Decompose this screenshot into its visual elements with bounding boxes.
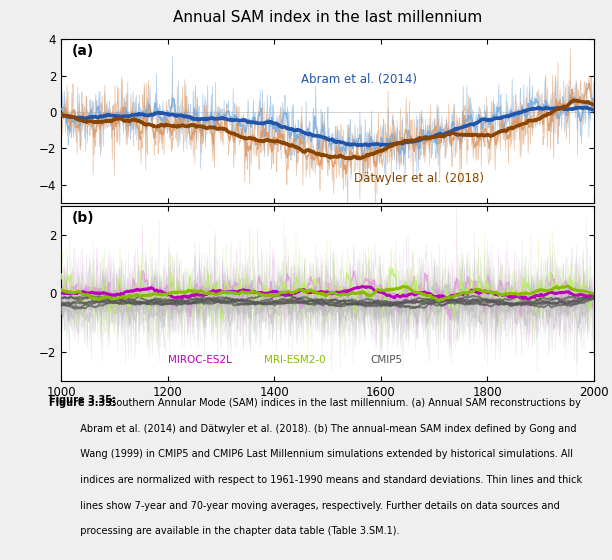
Text: MRI-ESM2-0: MRI-ESM2-0 [264, 355, 325, 365]
Text: (b): (b) [72, 211, 94, 225]
Text: CMIP5: CMIP5 [370, 355, 402, 365]
Text: Figure 3.35:: Figure 3.35: [49, 398, 116, 408]
Text: Wang (1999) in CMIP5 and CMIP6 Last Millennium simulations extended by historica: Wang (1999) in CMIP5 and CMIP6 Last Mill… [49, 449, 573, 459]
Text: indices are normalized with respect to 1961-1990 means and standard deviations. : indices are normalized with respect to 1… [49, 475, 582, 485]
Text: Annual SAM index in the last millennium: Annual SAM index in the last millennium [173, 10, 482, 25]
Text: Dätwyler et al. (2018): Dätwyler et al. (2018) [354, 172, 484, 185]
Text: (a): (a) [72, 44, 94, 58]
Text: processing are available in the chapter data table (Table 3.SM.1).: processing are available in the chapter … [49, 526, 400, 536]
Text: Abram et al. (2014) and Dätwyler et al. (2018). (b) The annual-mean SAM index de: Abram et al. (2014) and Dätwyler et al. … [49, 424, 577, 433]
Text: Figure 3.35:: Figure 3.35: [49, 395, 116, 405]
Text: Southern Annular Mode (SAM) indices in the last millennium. (a) Annual SAM recon: Southern Annular Mode (SAM) indices in t… [104, 398, 581, 408]
Text: MIROC-ES2L: MIROC-ES2L [168, 355, 231, 365]
Text: Abram et al. (2014): Abram et al. (2014) [301, 73, 417, 86]
Text: lines show 7-year and 70-year moving averages, respectively. Further details on : lines show 7-year and 70-year moving ave… [49, 501, 560, 511]
